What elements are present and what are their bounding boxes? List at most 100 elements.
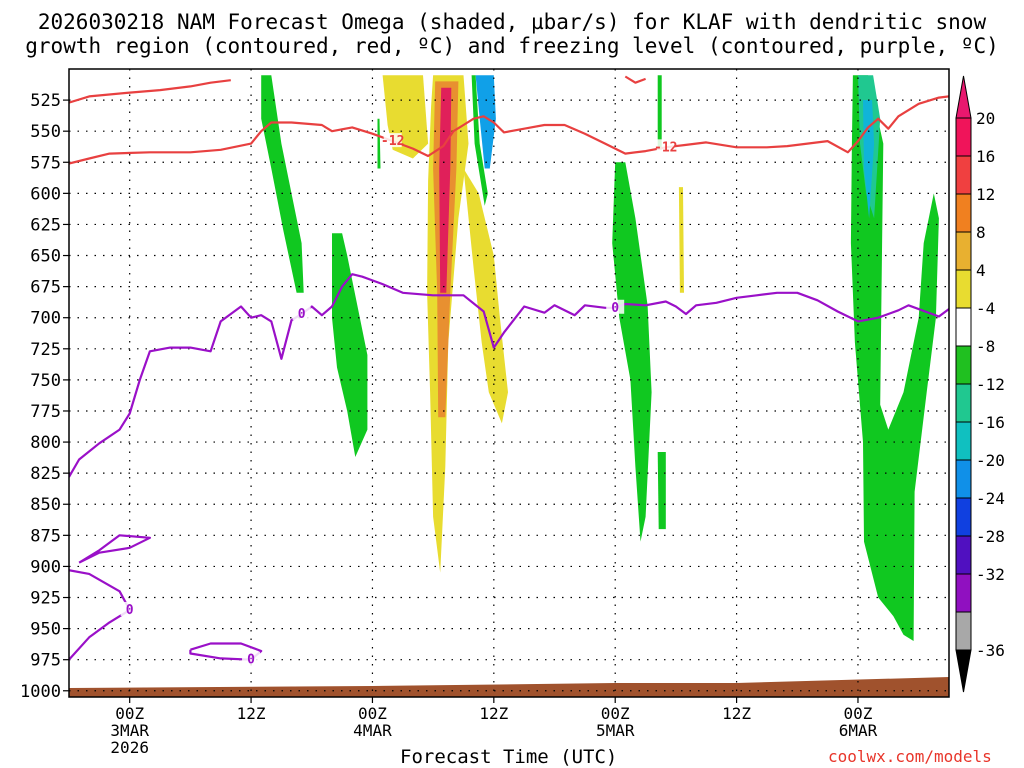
- contour-freezing-level-lowleft: [69, 569, 131, 661]
- contour-label-bg-freezing-level-main-0: [292, 305, 311, 320]
- x-tick-label-24-0: 00Z: [358, 704, 387, 723]
- colorbar-label-13: -36: [976, 641, 1005, 660]
- omega-region-green-4mar-top: [471, 75, 488, 206]
- y-tick-label-675: 675: [30, 278, 61, 298]
- colorbar-swatch-0: [955, 117, 972, 157]
- contour-label-bg-freezing-level-main-1: [606, 299, 625, 314]
- omega-region-green-5mar-c: [657, 452, 666, 530]
- y-tick-label-650: 650: [30, 247, 61, 267]
- colorbar-label-7: -12: [976, 375, 1005, 394]
- contour-label-bg-dgz-minus12-lower-1: [656, 139, 675, 154]
- colorbar-swatch-9: [955, 459, 972, 499]
- contour-dgz-minus12-upper: [69, 79, 231, 104]
- colorbar-label-0: 20: [976, 109, 995, 128]
- contour-dgz-minus12-lower: [69, 95, 949, 165]
- x-tick-label-0-1: 3MAR: [110, 721, 149, 740]
- y-tick-label-825: 825: [30, 464, 61, 484]
- colorbar-label-8: -16: [976, 413, 1005, 432]
- colorbar-swatch-2: [955, 193, 972, 233]
- contour-dgz-minus12-topright: [624, 75, 646, 84]
- colorbar-swatch-5: [955, 307, 972, 347]
- grid-layer: [69, 69, 949, 697]
- omega-region-green-5mar-a: [612, 162, 652, 542]
- contour-label-bg-freezing-level-lowleft-0: [120, 601, 139, 616]
- omega-region-blue-4mar-top: [475, 75, 496, 169]
- omega-region-green-6mar-main: [850, 75, 939, 641]
- colorbar-label-1: 16: [976, 147, 995, 166]
- colorbar-swatch-6: [955, 345, 972, 385]
- omega-shading-layer: [261, 75, 939, 641]
- ground-terrain: [69, 677, 949, 697]
- contour-freezing-level-main: [69, 273, 949, 478]
- x-tick-label-48-0: 00Z: [601, 704, 630, 723]
- colorbar-label-3: 8: [976, 223, 986, 242]
- y-tick-label-850: 850: [30, 495, 61, 515]
- y-tick-label-525: 525: [30, 91, 61, 111]
- colorbar-label-11: -28: [976, 527, 1005, 546]
- x-tick-label-48-1: 5MAR: [596, 721, 635, 740]
- contour-layer: -12 -12 0 0 0 0: [69, 75, 949, 668]
- x-tick-label-60-0: 12Z: [722, 704, 751, 723]
- y-axis: 525 550 575 600 625 650 675 700 725 750 775 800 825 8…: [20, 91, 69, 702]
- y-tick-label-775: 775: [30, 402, 61, 422]
- colorbar-label-5: -4: [976, 299, 995, 318]
- colorbar-swatch-12: [955, 573, 972, 613]
- plot-frame: [68, 68, 950, 698]
- x-tick-label-72-1: 6MAR: [839, 721, 878, 740]
- omega-region-green-5mar-b: [657, 75, 662, 150]
- colorbar-swatch-3: [955, 231, 972, 271]
- y-tick-label-750: 750: [30, 371, 61, 391]
- colorbar-swatch-7: [955, 383, 972, 423]
- credit-link[interactable]: coolwx.com/models: [828, 747, 992, 766]
- colorbar-label-6: -8: [976, 337, 995, 356]
- x-tick-label-12-0: 12Z: [237, 704, 266, 723]
- contour-label-bg-dgz-minus12-lower-0: [383, 133, 402, 148]
- x-tick-label-36-0: 12Z: [479, 704, 508, 723]
- y-tick-label-1000: 1000: [20, 682, 61, 702]
- contour-label-freezing-level-lowleft-0: 0: [126, 603, 134, 618]
- contour-label-freezing-level-low-loop-0: 0: [247, 653, 255, 668]
- omega-region-yellow-5mar: [678, 187, 684, 293]
- y-tick-label-975: 975: [30, 651, 61, 671]
- colorbar: 20 16 12 8 4 -4 -8 -12 -16 -20 -24 -28 -32 -36: [955, 75, 1005, 693]
- colorbar-label-10: -24: [976, 489, 1005, 508]
- y-tick-label-550: 550: [30, 122, 61, 142]
- omega-region-green-12z-3mar-a: [261, 75, 304, 293]
- colorbar-swatch-11: [955, 535, 972, 575]
- y-tick-label-875: 875: [30, 526, 61, 546]
- contour-label-dgz-minus12-lower-1: -12: [654, 140, 677, 155]
- y-tick-label-600: 600: [30, 184, 61, 204]
- omega-region-green-12z-3mar-b: [332, 233, 368, 457]
- chart-title-line1: 2026030218 NAM Forecast Omega (shaded, µ…: [37, 10, 987, 34]
- colorbar-swatch-1: [955, 155, 972, 195]
- colorbar-label-2: 12: [976, 185, 995, 204]
- x-tick-label-0-2: 2026: [110, 738, 149, 757]
- colorbar-swatch-13: [955, 611, 972, 651]
- colorbar-label-4: 4: [976, 261, 986, 280]
- contour-label-bg-freezing-level-low-loop-0: [242, 651, 261, 666]
- contour-freezing-level-pocket: [78, 534, 151, 564]
- colorbar-bottom-arrow: [955, 649, 972, 693]
- y-tick-label-725: 725: [30, 340, 61, 360]
- chart-title-line2: growth region (contoured, red, ºC) and f…: [25, 34, 999, 58]
- x-axis-label: Forecast Time (UTC): [400, 746, 618, 768]
- x-tick-label-24-1: 4MAR: [353, 721, 392, 740]
- y-tick-label-625: 625: [30, 215, 61, 235]
- colorbar-top-arrow: [955, 75, 972, 119]
- colorbar-label-9: -20: [976, 451, 1005, 470]
- contour-label-freezing-level-main-1: 0: [611, 301, 619, 316]
- contour-label-freezing-level-main-0: 0: [298, 307, 306, 322]
- y-tick-label-925: 925: [30, 589, 61, 609]
- x-tick-label-72-0: 00Z: [844, 704, 873, 723]
- y-tick-label-900: 900: [30, 557, 61, 577]
- y-tick-label-950: 950: [30, 620, 61, 640]
- colorbar-swatch-8: [955, 421, 972, 461]
- omega-region-yellow-4mar-tail: [463, 168, 508, 424]
- y-tick-label-575: 575: [30, 153, 61, 173]
- x-tick-label-0-0: 00Z: [115, 704, 144, 723]
- omega-region-green-midday-4mar: [377, 118, 381, 169]
- colorbar-label-12: -32: [976, 565, 1005, 584]
